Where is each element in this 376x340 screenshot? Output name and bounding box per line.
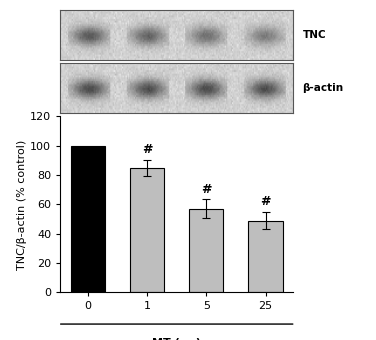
Text: #: # <box>201 183 212 196</box>
Text: β-actin: β-actin <box>303 83 344 93</box>
Bar <box>189 209 223 292</box>
Text: MT (μg): MT (μg) <box>152 338 201 340</box>
Text: #: # <box>142 143 152 156</box>
Text: TNC: TNC <box>303 30 326 40</box>
Bar <box>71 146 105 292</box>
Bar <box>249 221 283 292</box>
Bar <box>130 168 164 292</box>
Y-axis label: TNC/β-actin (% control): TNC/β-actin (% control) <box>17 139 27 270</box>
Text: #: # <box>260 195 271 208</box>
